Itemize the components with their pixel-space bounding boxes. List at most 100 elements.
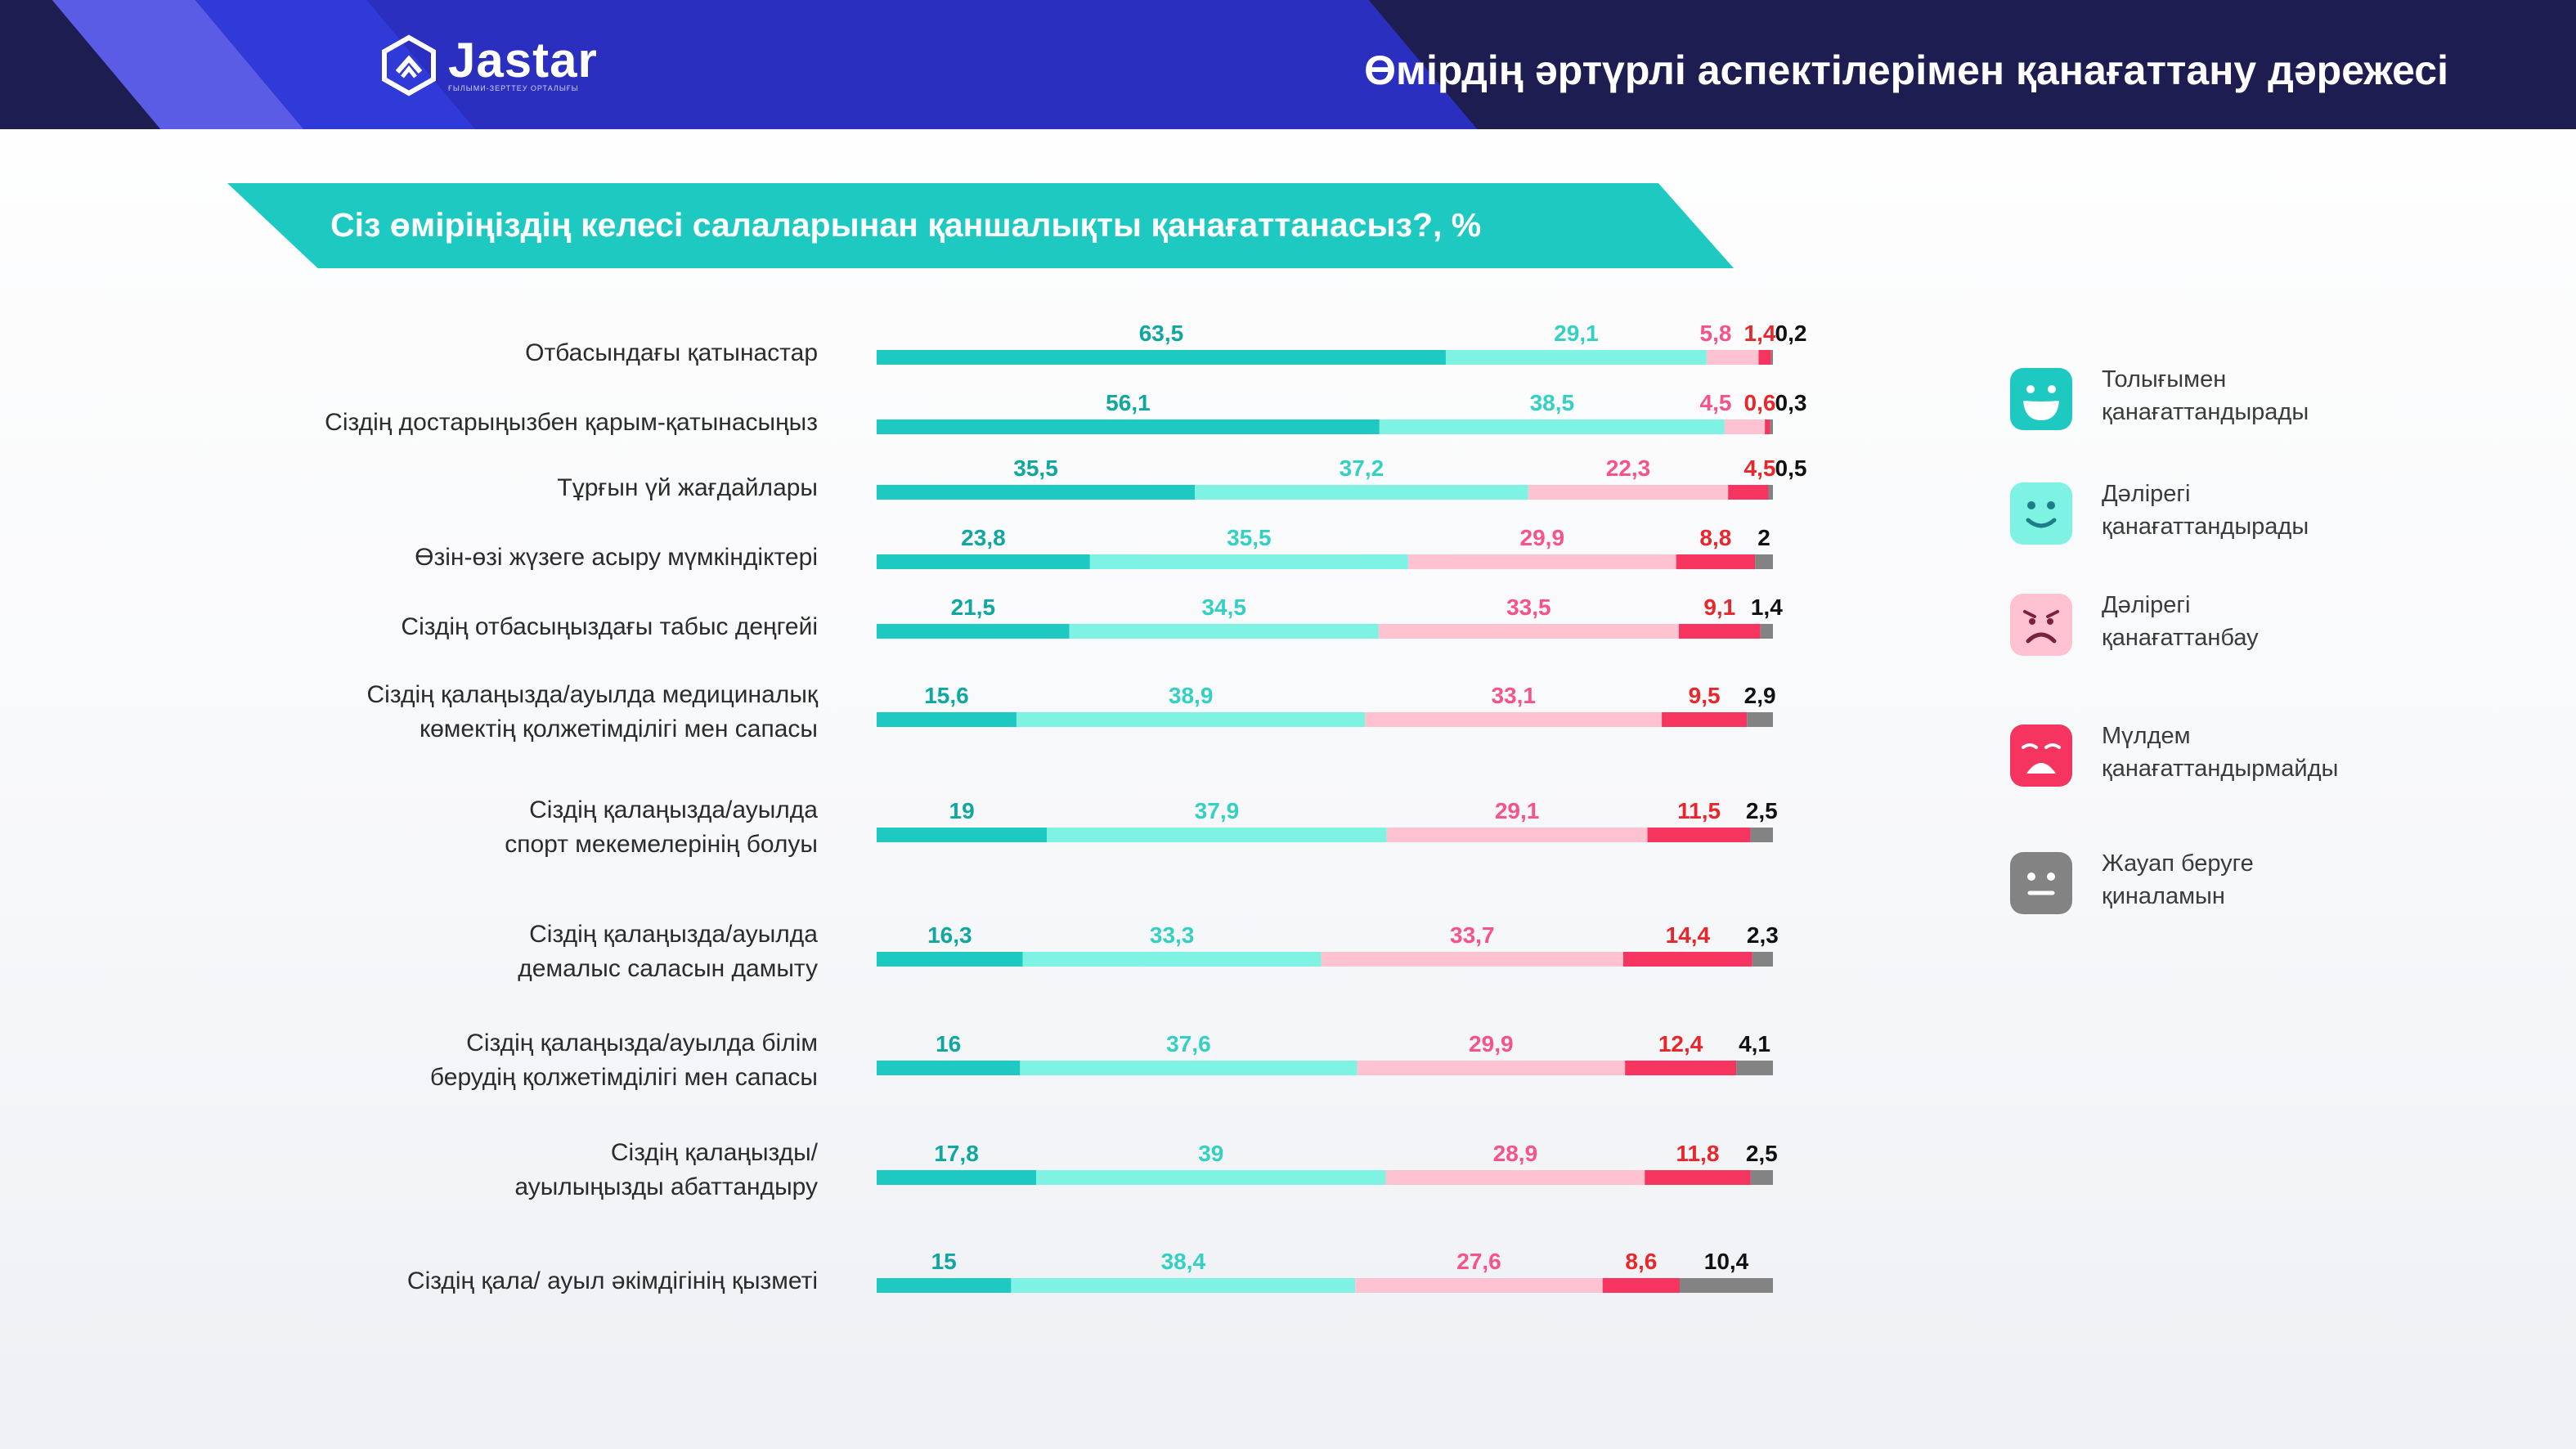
- data-label: 10,4: [1704, 1249, 1749, 1274]
- legend-label-line: Жауап беруге: [2102, 850, 2254, 877]
- category-label-line: Сіздің отбасыңыздағы табыс деңгейі: [401, 613, 818, 640]
- category-label-line: Сіздің қалаңызда/ауылда білім: [466, 1030, 818, 1056]
- data-label: 14,4: [1666, 922, 1711, 948]
- bar-segment: [877, 952, 1023, 967]
- bar-segment: [1528, 485, 1729, 500]
- data-label: 4,5: [1700, 390, 1732, 415]
- category-label-line: көмектің қолжетімділігі мен сапасы: [420, 716, 818, 742]
- bar-segment: [1602, 1278, 1681, 1293]
- neutral-face-icon: [2010, 852, 2072, 914]
- bar-segment: [1445, 350, 1707, 365]
- category-label: Сіздің қалаңызда/ауылда медициналық көмек…: [367, 681, 819, 742]
- bar-segment: [1011, 1278, 1356, 1293]
- bar-segment: [1385, 1170, 1645, 1185]
- data-label: 0,2: [1775, 321, 1807, 346]
- data-label: 0,5: [1775, 455, 1807, 481]
- bar-segment: [1355, 1278, 1603, 1293]
- data-label: 29,1: [1554, 321, 1599, 346]
- data-label: 33,7: [1450, 922, 1495, 948]
- data-label: 27,6: [1456, 1249, 1501, 1274]
- data-label: 8,6: [1625, 1249, 1657, 1274]
- data-label: 17,8: [934, 1141, 979, 1166]
- data-label: 2: [1757, 525, 1770, 550]
- data-label: 1,4: [1744, 321, 1776, 346]
- legend-label-line: Дәлірегі: [2102, 481, 2191, 507]
- bar-segment: [1407, 554, 1676, 569]
- data-label: 0,6: [1744, 390, 1776, 415]
- category-label-line: Өзін-өзі жүзеге асыру мүмкіндіктері: [415, 544, 818, 571]
- bar-segment: [1678, 624, 1761, 639]
- data-label: 2,5: [1746, 798, 1778, 823]
- legend-label-line: қанағаттандырады: [2102, 399, 2309, 425]
- bar-segment: [1752, 952, 1773, 967]
- bar-segment: [1750, 828, 1773, 842]
- data-label: 37,2: [1340, 455, 1384, 481]
- category-label-line: Сіздің қала/ ауыл әкімдігінің қызметі: [407, 1267, 818, 1294]
- category-label: Сіздің достарыңызбен қарым-қатынасыңыз: [325, 409, 818, 436]
- legend-label-line: Мүлдем: [2102, 723, 2191, 749]
- bar-segment: [1022, 952, 1322, 967]
- bar-segment: [877, 1278, 1012, 1293]
- legend-label-line: қиналамын: [2102, 883, 2225, 909]
- category-label-line: Сіздің қалаңызда/ауылда медициналық: [367, 681, 819, 708]
- category-label: Сіздің қалаңызда/ауылда демалыс саласын д…: [518, 921, 818, 982]
- frowning-face-icon: [2010, 594, 2072, 656]
- data-label: 29,9: [1469, 1031, 1514, 1056]
- legend-label: Мүлдем қанағаттандырмайды: [2102, 720, 2412, 785]
- category-label-line: Сіздің қалаңызды/: [611, 1139, 819, 1166]
- category-label-line: ауылыңызды абаттандыру: [514, 1173, 818, 1200]
- bar-segment: [1321, 952, 1623, 967]
- data-label: 4,5: [1744, 455, 1776, 481]
- bar-segment: [1016, 712, 1366, 727]
- bar-segment: [1680, 1278, 1773, 1293]
- legend-label-line: қанағаттандырады: [2102, 514, 2309, 540]
- bar-segment: [1195, 485, 1528, 500]
- data-label: 37,6: [1166, 1031, 1211, 1056]
- category-label: Сіздің қалаңызда/ауылда білім берудің қол…: [430, 1030, 818, 1091]
- data-label: 16,3: [927, 922, 972, 948]
- data-label: 37,9: [1195, 798, 1240, 823]
- data-label: 63,5: [1139, 321, 1184, 346]
- logo-subtitle: ҒЫЛЫМИ-ЗЕРТТЕУ ОРТАЛЫҒЫ: [448, 84, 579, 92]
- data-label: 11,5: [1677, 798, 1721, 823]
- data-label: 9,1: [1703, 594, 1735, 620]
- bar-segment: [877, 554, 1090, 569]
- bar-segment: [1625, 1061, 1737, 1075]
- bar-segment: [1758, 350, 1771, 365]
- data-label: 8,8: [1699, 525, 1731, 550]
- crying-face-icon: [2010, 724, 2072, 787]
- bar-segment: [1728, 485, 1769, 500]
- data-label: 28,9: [1493, 1141, 1538, 1166]
- bar-segment: [1647, 828, 1751, 842]
- data-label: 2,5: [1746, 1141, 1778, 1166]
- legend-label-line: қанағаттандырмайды: [2102, 756, 2339, 782]
- data-label: 16: [936, 1031, 961, 1056]
- data-label: 9,5: [1689, 683, 1721, 708]
- data-label: 33,5: [1506, 594, 1551, 620]
- bar-segment: [1736, 1061, 1773, 1075]
- category-label: Сіздің қалаңызды/ауылыңызды абаттандыру: [514, 1139, 818, 1200]
- category-label-line: спорт мекемелерінің болуы: [505, 831, 818, 858]
- data-label: 35,5: [1227, 525, 1272, 550]
- bar-segment: [877, 828, 1048, 842]
- bar-segment: [1069, 624, 1379, 639]
- legend-item: Мүлдем қанағаттандырмайды: [2008, 723, 2532, 813]
- legend-label: Дәлірегі қанағаттандырады: [2102, 478, 2412, 543]
- data-label: 1,4: [1751, 594, 1783, 620]
- bar-segment: [1386, 828, 1648, 842]
- category-label-line: Отбасындағы қатынастар: [525, 339, 818, 366]
- bar-segment: [1676, 554, 1756, 569]
- data-label: 38,5: [1530, 390, 1575, 415]
- smiling-face-icon: [2010, 482, 2072, 545]
- data-label: 4,1: [1739, 1031, 1770, 1056]
- bar-segment: [1768, 485, 1773, 500]
- legend-item: Дәлірегі қанағаттандырады: [2008, 481, 2532, 571]
- data-label: 5,8: [1700, 321, 1732, 346]
- bar-segment: [1020, 1061, 1358, 1075]
- legend-label: Толығымен қанағаттандырады: [2102, 363, 2412, 428]
- data-label: 29,9: [1520, 525, 1565, 550]
- bar-segment: [1765, 419, 1770, 434]
- bar-segment: [1036, 1170, 1386, 1185]
- legend-item: Дәлірегі қанағаттанбау: [2008, 592, 2532, 682]
